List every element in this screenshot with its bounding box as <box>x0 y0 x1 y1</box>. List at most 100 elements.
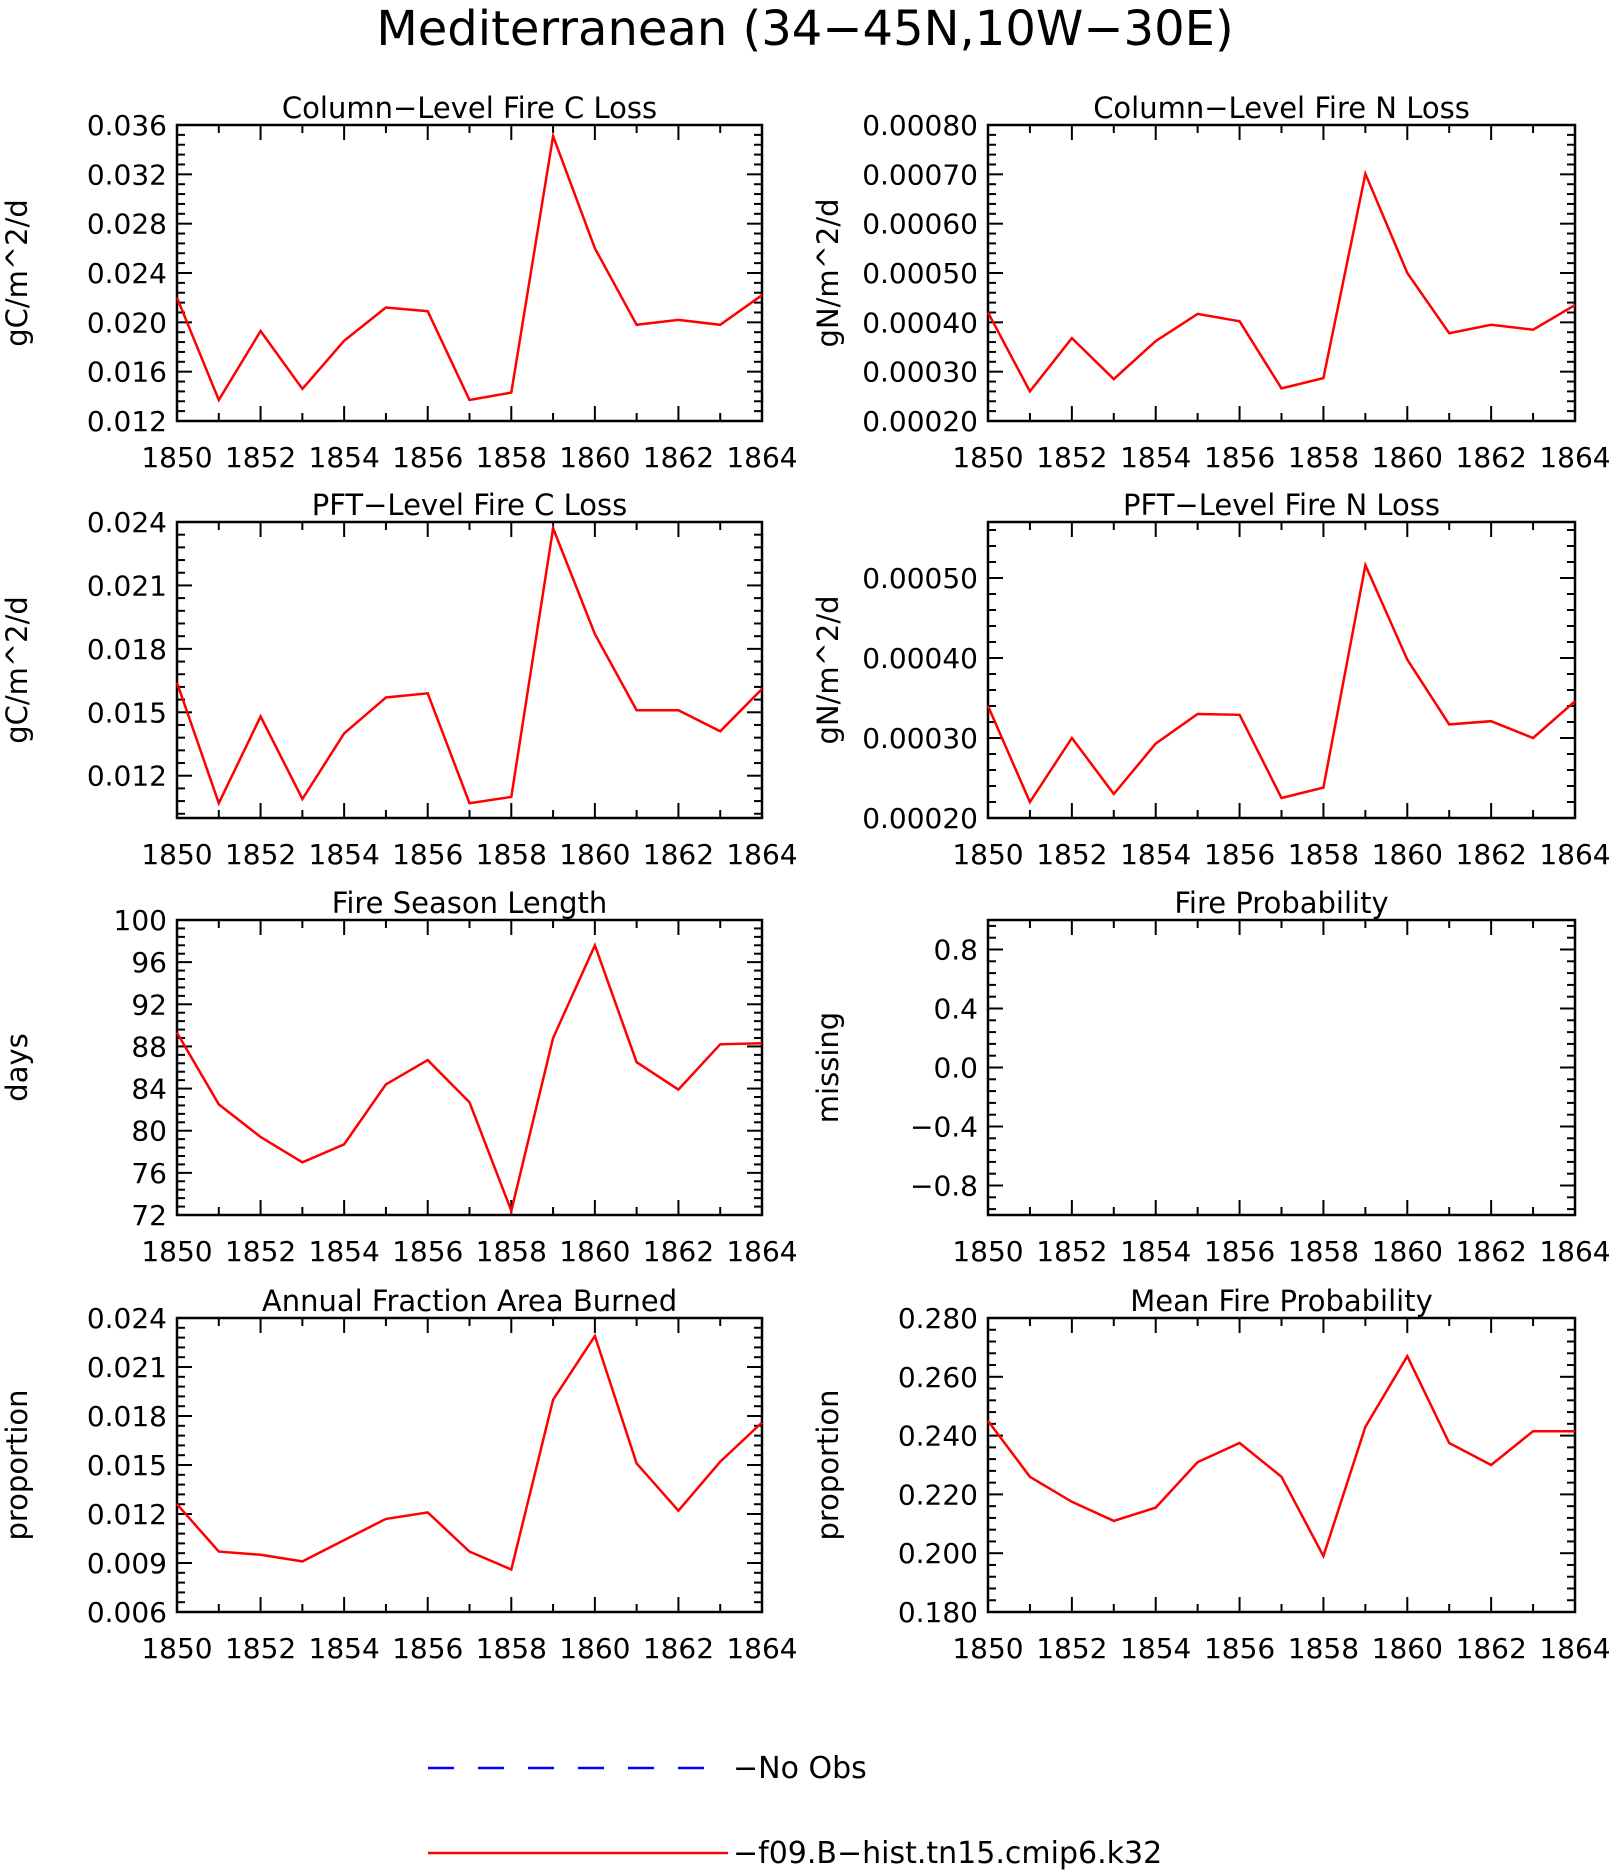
panel-6: Fire Probability missing 1850 1852 1854 1856 1… <box>811 886 1611 1268</box>
x-tick-label: 1856 <box>1204 441 1275 474</box>
y-tick-label: 0.021 <box>87 569 167 602</box>
x-tick-label: 1854 <box>1120 1632 1191 1665</box>
x-tick-label: 1860 <box>1372 1632 1443 1665</box>
y-tick-label: 0.260 <box>898 1361 978 1394</box>
y-tick-label: 80 <box>131 1115 167 1148</box>
x-tick-label: 1850 <box>141 838 212 871</box>
y-tick-label: 84 <box>131 1073 167 1106</box>
x-tick-label: 1854 <box>1120 1235 1191 1268</box>
y-tick-label: 0.018 <box>87 633 167 666</box>
y-tick-label: 0.00030 <box>862 356 978 389</box>
x-tick-label: 1858 <box>1288 1632 1359 1665</box>
y-tick-label: −0.8 <box>910 1170 978 1203</box>
y-tick-label: 76 <box>131 1157 167 1190</box>
y-tick-label: 0.00030 <box>862 722 978 755</box>
panel-3: PFT−Level Fire C Loss gC/m^2/d 1850 1852 185… <box>0 488 798 871</box>
y-tick-label: 0.024 <box>87 257 167 290</box>
y-tick-label: 0.00020 <box>862 405 978 438</box>
y-tick-label: 0.018 <box>87 1400 167 1433</box>
y-tick-label: 0.220 <box>898 1478 978 1511</box>
x-tick-label: 1856 <box>392 1632 463 1665</box>
y-tick-label: 0.00050 <box>862 257 978 290</box>
x-tick-label: 1852 <box>225 1235 296 1268</box>
x-tick-label: 1862 <box>1456 838 1527 871</box>
x-tick-label: 1852 <box>1036 838 1107 871</box>
y-tick-label: 72 <box>131 1199 167 1232</box>
y-axis-label: proportion <box>0 1389 34 1540</box>
x-tick-label: 1854 <box>1120 441 1191 474</box>
x-tick-label: 1860 <box>559 441 630 474</box>
y-tick-label: 0.020 <box>87 306 167 339</box>
x-tick-label: 1864 <box>726 1235 797 1268</box>
x-tick-label: 1854 <box>309 1632 380 1665</box>
y-axis-label: gN/m^2/d <box>811 595 845 744</box>
x-tick-label: 1862 <box>643 838 714 871</box>
y-tick-label: 0.00050 <box>862 562 978 595</box>
x-tick-label: 1862 <box>643 1235 714 1268</box>
panel-title: PFT−Level Fire N Loss <box>1123 488 1440 522</box>
x-tick-label: 1864 <box>1539 838 1610 871</box>
y-tick-label: 0.00060 <box>862 208 978 241</box>
y-tick-label: 0.200 <box>898 1537 978 1570</box>
y-tick-label: 96 <box>131 946 167 979</box>
y-tick-label: 0.016 <box>87 356 167 389</box>
y-axis-label: gN/m^2/d <box>811 198 845 347</box>
x-tick-label: 1862 <box>643 441 714 474</box>
y-tick-label: 0.012 <box>87 405 167 438</box>
x-tick-label: 1864 <box>1539 1235 1610 1268</box>
x-tick-label: 1862 <box>1456 1235 1527 1268</box>
y-tick-label: 0.036 <box>87 109 167 142</box>
x-tick-label: 1854 <box>1120 838 1191 871</box>
x-tick-label: 1860 <box>1372 1235 1443 1268</box>
y-tick-label: 0.009 <box>87 1547 167 1580</box>
x-tick-label: 1858 <box>476 441 547 474</box>
x-tick-label: 1860 <box>1372 441 1443 474</box>
x-tick-label: 1860 <box>1372 838 1443 871</box>
x-tick-label: 1856 <box>1204 1632 1275 1665</box>
legend-label-1: −No Obs <box>733 1751 867 1786</box>
x-tick-label: 1854 <box>309 441 380 474</box>
y-tick-label: 88 <box>131 1030 167 1063</box>
x-tick-label: 1850 <box>141 1632 212 1665</box>
panel-title: Column−Level Fire C Loss <box>282 91 657 125</box>
y-tick-label: 100 <box>114 904 167 937</box>
legend-label-2: −f09.B−hist.tn15.cmip6.k32 <box>733 1836 1162 1871</box>
y-tick-label: 0.024 <box>87 506 167 539</box>
y-tick-label: 0.00070 <box>862 158 978 191</box>
y-tick-label: 0.006 <box>87 1596 167 1629</box>
panel-5: Fire Season Length days 1850 1852 1854 1856 18… <box>0 886 798 1268</box>
y-tick-label: 0.032 <box>87 158 167 191</box>
y-tick-label: 0.00020 <box>862 802 978 835</box>
x-tick-label: 1864 <box>1539 1632 1610 1665</box>
x-tick-label: 1862 <box>643 1632 714 1665</box>
x-tick-label: 1856 <box>1204 1235 1275 1268</box>
x-tick-label: 1852 <box>1036 1235 1107 1268</box>
legend: −No Obs −f09.B−hist.tn15.cmip6.k32 <box>428 1751 1162 1871</box>
y-tick-label: 0.015 <box>87 696 167 729</box>
x-tick-label: 1856 <box>392 441 463 474</box>
x-tick-label: 1860 <box>559 1632 630 1665</box>
y-tick-label: 0.0 <box>933 1052 978 1085</box>
y-tick-label: 0.00040 <box>862 306 978 339</box>
panel-7: Annual Fraction Area Burned proportion 185… <box>0 1284 798 1665</box>
panel-2: Column−Level Fire N Loss gN/m^2/d 1850 1852… <box>811 91 1611 474</box>
y-tick-label: 0.021 <box>87 1351 167 1384</box>
panel-title: Fire Probability <box>1174 886 1388 920</box>
panel-title: PFT−Level Fire C Loss <box>312 488 628 522</box>
y-axis-label: days <box>0 1033 34 1101</box>
x-tick-label: 1862 <box>1456 1632 1527 1665</box>
panel-title: Column−Level Fire N Loss <box>1093 91 1470 125</box>
figure-title: Mediterranean (34−45N,10W−30E) <box>376 1 1233 57</box>
y-tick-label: 0.028 <box>87 208 167 241</box>
x-tick-label: 1856 <box>1204 838 1275 871</box>
x-tick-label: 1858 <box>1288 1235 1359 1268</box>
x-tick-label: 1850 <box>141 441 212 474</box>
x-tick-label: 1864 <box>726 1632 797 1665</box>
panel-title: Fire Season Length <box>332 886 607 920</box>
y-tick-label: 0.4 <box>933 993 978 1026</box>
x-tick-label: 1850 <box>952 1632 1023 1665</box>
x-tick-label: 1858 <box>476 1235 547 1268</box>
y-tick-label: 0.00080 <box>862 109 978 142</box>
